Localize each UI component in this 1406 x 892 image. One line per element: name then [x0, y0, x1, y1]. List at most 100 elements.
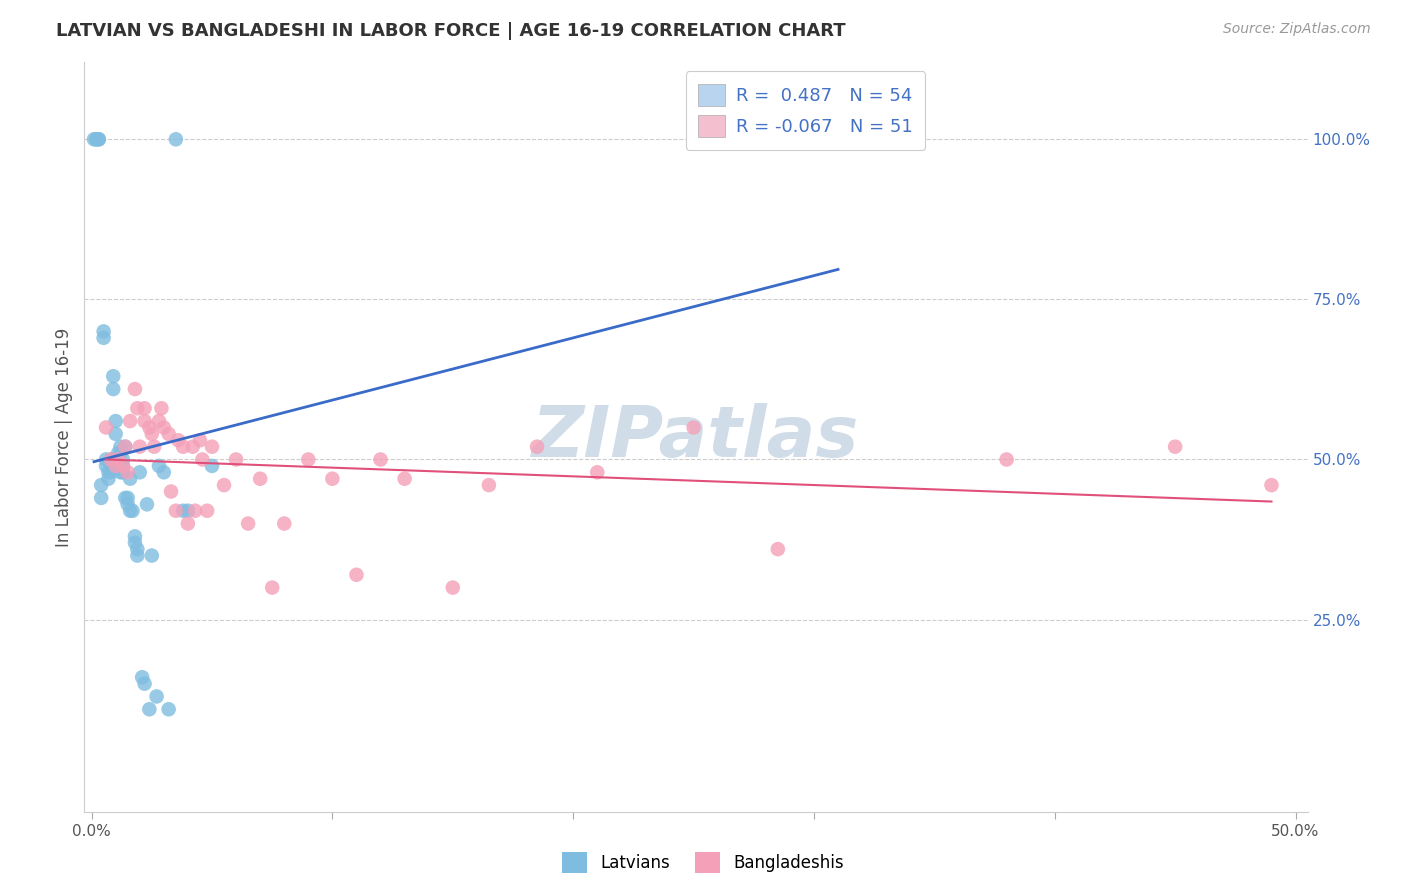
- Point: [167, 434, 190, 448]
- Point: [94, 420, 117, 434]
- Point: [441, 581, 464, 595]
- Point: [526, 440, 548, 454]
- Point: [273, 516, 295, 531]
- Point: [100, 452, 122, 467]
- Point: [121, 504, 143, 518]
- Point: [131, 670, 153, 684]
- Y-axis label: In Labor Force | Age 16-19: In Labor Force | Age 16-19: [55, 327, 73, 547]
- Point: [148, 458, 170, 473]
- Point: [134, 676, 156, 690]
- Point: [103, 369, 125, 384]
- Point: [83, 132, 105, 146]
- Point: [165, 132, 187, 146]
- Point: [111, 458, 134, 473]
- Text: ZIPatlas: ZIPatlas: [533, 402, 859, 472]
- Point: [127, 401, 149, 416]
- Point: [478, 478, 501, 492]
- Point: [120, 414, 142, 428]
- Point: [117, 465, 139, 479]
- Point: [827, 132, 849, 146]
- Point: [86, 132, 108, 146]
- Point: [87, 132, 110, 146]
- Point: [93, 331, 115, 345]
- Point: [134, 414, 156, 428]
- Point: [141, 426, 163, 441]
- Point: [127, 549, 149, 563]
- Point: [97, 472, 120, 486]
- Point: [100, 465, 122, 479]
- Point: [262, 581, 284, 595]
- Point: [120, 504, 142, 518]
- Point: [86, 132, 108, 146]
- Point: [157, 426, 180, 441]
- Point: [188, 434, 211, 448]
- Text: Source: ZipAtlas.com: Source: ZipAtlas.com: [1223, 22, 1371, 37]
- Point: [766, 542, 789, 557]
- Point: [995, 452, 1018, 467]
- Point: [114, 440, 136, 454]
- Point: [87, 132, 110, 146]
- Point: [177, 516, 200, 531]
- Point: [114, 440, 136, 454]
- Point: [104, 426, 127, 441]
- Point: [195, 504, 218, 518]
- Point: [145, 690, 167, 704]
- Point: [114, 491, 136, 505]
- Point: [172, 440, 194, 454]
- Point: [212, 478, 235, 492]
- Legend: R =  0.487   N = 54, R = -0.067   N = 51: R = 0.487 N = 54, R = -0.067 N = 51: [686, 71, 925, 150]
- Point: [394, 472, 416, 486]
- Point: [136, 497, 159, 511]
- Point: [236, 516, 259, 531]
- Point: [682, 420, 704, 434]
- Text: LATVIAN VS BANGLADESHI IN LABOR FORCE | AGE 16-19 CORRELATION CHART: LATVIAN VS BANGLADESHI IN LABOR FORCE | …: [56, 22, 846, 40]
- Point: [94, 458, 117, 473]
- Point: [104, 458, 127, 473]
- Point: [157, 702, 180, 716]
- Point: [127, 542, 149, 557]
- Point: [138, 702, 160, 716]
- Point: [93, 325, 115, 339]
- Point: [90, 478, 112, 492]
- Point: [141, 549, 163, 563]
- Point: [110, 465, 132, 479]
- Point: [94, 452, 117, 467]
- Point: [201, 440, 224, 454]
- Point: [111, 452, 134, 467]
- Point: [1164, 440, 1187, 454]
- Point: [124, 529, 146, 543]
- Point: [191, 452, 214, 467]
- Point: [107, 452, 129, 467]
- Point: [160, 484, 183, 499]
- Point: [143, 440, 166, 454]
- Point: [172, 504, 194, 518]
- Point: [97, 465, 120, 479]
- Point: [321, 472, 343, 486]
- Point: [111, 458, 134, 473]
- Point: [111, 465, 134, 479]
- Point: [110, 446, 132, 460]
- Point: [90, 491, 112, 505]
- Legend: Latvians, Bangladeshis: Latvians, Bangladeshis: [555, 846, 851, 880]
- Point: [297, 452, 319, 467]
- Point: [128, 440, 150, 454]
- Point: [107, 452, 129, 467]
- Point: [107, 446, 129, 460]
- Point: [177, 504, 200, 518]
- Point: [128, 465, 150, 479]
- Point: [165, 504, 187, 518]
- Point: [370, 452, 392, 467]
- Point: [249, 472, 271, 486]
- Point: [150, 401, 173, 416]
- Point: [117, 491, 139, 505]
- Point: [104, 414, 127, 428]
- Point: [225, 452, 247, 467]
- Point: [103, 382, 125, 396]
- Point: [120, 472, 142, 486]
- Point: [1260, 478, 1282, 492]
- Point: [124, 535, 146, 549]
- Point: [153, 420, 176, 434]
- Point: [346, 567, 368, 582]
- Point: [134, 401, 156, 416]
- Point: [184, 504, 207, 518]
